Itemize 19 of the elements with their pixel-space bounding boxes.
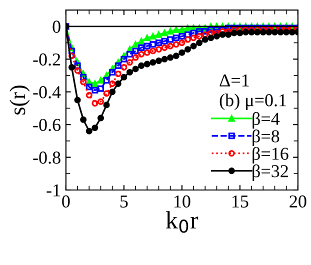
legend-label: β=8 <box>252 130 280 146</box>
x-tick-label: 10 <box>174 195 190 208</box>
y-tick-label: -0.6 <box>33 118 61 132</box>
annotation: Δ=1 <box>220 74 249 86</box>
legend-label: β=16 <box>252 146 288 164</box>
annotation: (b) μ=0.1 <box>220 94 286 110</box>
legend-label: β=32 <box>252 164 288 181</box>
y-tick-label: 0 <box>52 20 60 33</box>
x-tick-label: 5 <box>120 196 128 208</box>
y-tick-label: -0.8 <box>33 152 60 164</box>
legend-label: β=4 <box>252 112 280 129</box>
x-tick-label: 15 <box>232 195 248 208</box>
x-tick-label: 20 <box>290 195 306 208</box>
x-axis-title: k$_{0}$r <box>166 211 198 233</box>
y-tick-label: -0.2 <box>33 53 60 66</box>
y-axis-title: s(r) <box>10 86 30 115</box>
y-tick-label: -1 <box>46 184 60 196</box>
y-tick-label: -0.4 <box>33 86 61 98</box>
x-tick-label: 0 <box>62 195 70 208</box>
